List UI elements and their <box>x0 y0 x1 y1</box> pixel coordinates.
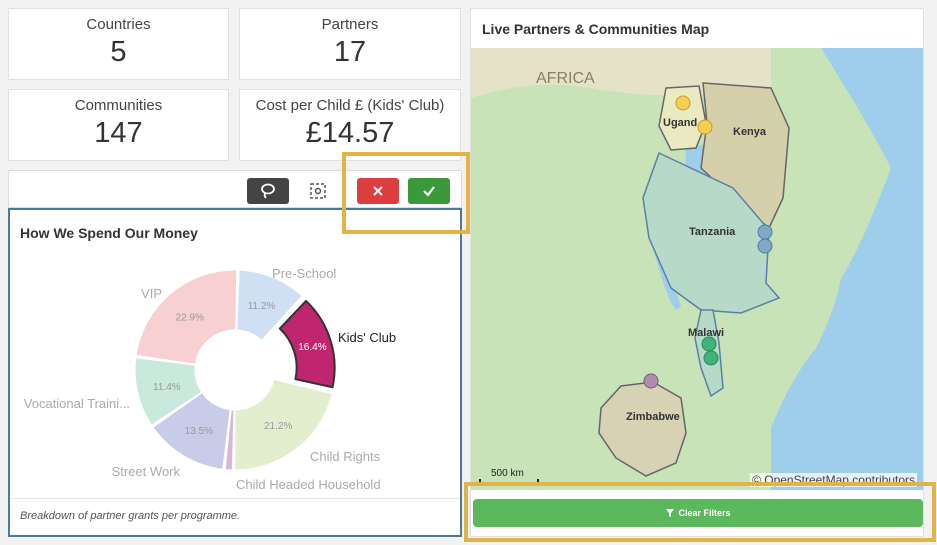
donut-slice[interactable] <box>278 299 336 389</box>
slice-value-label: 11.4% <box>153 382 181 393</box>
donut-slice[interactable] <box>152 392 231 470</box>
kpi-label: Cost per Child £ (Kids' Club) <box>255 97 445 114</box>
kpi-partners[interactable]: Partners 17 <box>239 8 461 80</box>
slice-category-label: Child Headed Household <box>236 477 381 492</box>
map-marker <box>757 238 773 254</box>
map-marker <box>697 119 713 135</box>
map-marker <box>701 336 717 352</box>
slice-category-label: Pre-School <box>272 266 336 281</box>
slice-value-label: 22.9% <box>176 313 204 324</box>
kpi-countries[interactable]: Countries 5 <box>8 8 229 80</box>
donut-slice[interactable] <box>135 269 238 365</box>
slice-category-label: Kids' Club <box>338 330 396 345</box>
africa-label: AFRICA <box>536 70 595 87</box>
spend-chart-panel: How We Spend Our Money 11.2% Pre-School 16… <box>8 208 462 537</box>
slice-category-label: Vocational Traini... <box>24 396 130 411</box>
selection-icon <box>310 183 326 199</box>
donut-slice[interactable] <box>224 409 235 471</box>
map-marker <box>703 350 719 366</box>
slice-value-label: 16.4% <box>298 342 326 353</box>
donut-slice[interactable] <box>234 378 333 471</box>
cancel-selection-button[interactable] <box>357 178 399 204</box>
kenya-label: Kenya <box>733 126 767 138</box>
lasso-icon <box>261 183 275 199</box>
slice-value-label: 21.2% <box>264 421 292 432</box>
donut-slice[interactable] <box>236 269 303 341</box>
zimbabwe-shape <box>598 381 687 477</box>
map-marker <box>675 95 691 111</box>
kpi-communities[interactable]: Communities 147 <box>8 89 229 161</box>
map-panel: Live Partners & Communities Map <box>470 8 924 537</box>
kpi-value: £14.57 <box>305 117 395 149</box>
tanzania-label: Tanzania <box>689 226 736 238</box>
slice-category-label: Child Rights <box>310 449 381 464</box>
filter-clear-icon <box>666 509 675 517</box>
kpi-label: Countries <box>86 16 151 33</box>
confirm-highlight-box <box>342 152 470 234</box>
kpi-value: 17 <box>333 36 367 68</box>
malawi-label: Malawi <box>688 327 724 339</box>
kpi-value: 147 <box>94 117 143 149</box>
scale-label: 500 km <box>491 468 524 479</box>
selection-toolbar <box>8 170 462 208</box>
chart-footnote: Breakdown of partner grants per programm… <box>10 498 460 535</box>
clear-filters-button[interactable]: Clear Filters <box>473 499 923 527</box>
map-marker <box>643 373 659 389</box>
slice-category-label: VIP <box>141 286 162 301</box>
tanzania-shape <box>642 151 781 314</box>
clear-filters-highlight-box <box>464 482 936 542</box>
slice-value-label: 13.5% <box>185 426 213 437</box>
footnote-text: Breakdown of partner grants per programm… <box>20 510 241 522</box>
kpi-label: Communities <box>74 97 163 114</box>
selection-tool-button[interactable] <box>305 178 331 204</box>
x-icon <box>373 186 383 196</box>
map-title: Live Partners & Communities Map <box>482 21 710 37</box>
kpi-label: Partners <box>321 16 379 33</box>
donut-chart: 11.2% Pre-School 16.4% Kids' Club 21.2% Child… <box>24 266 396 492</box>
clear-filters-label: Clear Filters <box>678 508 731 518</box>
slice-value-label: 11.2% <box>248 301 276 312</box>
kpi-cost-per-child[interactable]: Cost per Child £ (Kids' Club) £14.57 <box>239 89 461 161</box>
uganda-shape <box>658 85 707 151</box>
copyright-symbol: © <box>752 473 761 487</box>
zimbabwe-label: Zimbabwe <box>626 411 680 423</box>
confirm-selection-button[interactable] <box>408 178 450 204</box>
donut-slice[interactable] <box>134 357 203 426</box>
indian-ocean <box>771 48 923 490</box>
map-canvas: AFRICA Ugand Kenya Tanzania Malawi Zimba… <box>471 48 923 490</box>
map-area[interactable]: AFRICA Ugand Kenya Tanzania Malawi Zimba… <box>471 48 923 490</box>
lasso-button[interactable] <box>247 178 289 204</box>
check-icon <box>423 186 435 197</box>
map-marker <box>757 224 773 240</box>
uganda-label: Ugand <box>663 117 697 129</box>
chart-title: How We Spend Our Money <box>20 225 198 241</box>
kpi-value: 5 <box>110 36 127 68</box>
slice-category-label: Street Work <box>112 464 181 479</box>
